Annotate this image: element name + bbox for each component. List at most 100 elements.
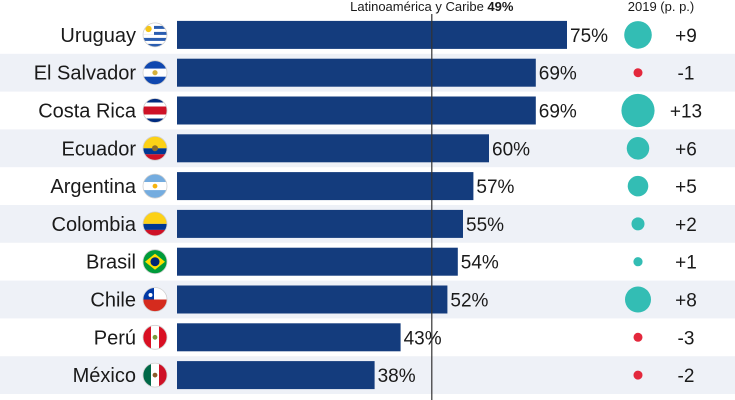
flag-part-emblem (152, 145, 158, 152)
flag-part-stripe (143, 43, 167, 47)
change-label: +9 (675, 26, 697, 47)
change-bubble (633, 370, 643, 380)
flag-part-right (159, 325, 167, 350)
chart-row: Uruguay 75% +9 (60, 20, 697, 49)
flag-part-right (159, 363, 167, 388)
flag-part-stripe (143, 25, 167, 29)
flag-outline (142, 135, 168, 161)
bar (177, 247, 458, 276)
reference-label: Latinoamérica y Caribe 49% (350, 0, 514, 14)
change-label: -1 (678, 64, 695, 85)
value-label: 38% (378, 366, 416, 387)
category-label: Argentina (50, 176, 136, 198)
bar (177, 58, 536, 87)
reference-group: Latinoamérica y Caribe 49% (350, 0, 514, 14)
flag-part-sun (152, 183, 158, 189)
change-label: +1 (675, 253, 697, 274)
flag-part-stripe (143, 31, 167, 35)
bar (177, 209, 463, 238)
chart-row: Perú 43% -3 (94, 323, 695, 352)
reference-label-value: 49% (487, 0, 513, 14)
rows: Uruguay 75% +9 El Salvador 69% -1 Costa Rica 69… (34, 20, 702, 390)
bar (177, 20, 567, 49)
category-label: Colombia (52, 214, 137, 236)
flag-outline (142, 362, 168, 388)
change-bubble (633, 257, 643, 267)
value-label: 69% (539, 64, 577, 85)
change-label: +13 (670, 102, 702, 123)
mexico-flag (143, 363, 167, 388)
value-label: 55% (466, 215, 504, 236)
change-bubble (627, 175, 649, 197)
ecuador-flag (143, 136, 167, 161)
chart-row: Colombia 55% +2 (52, 209, 697, 238)
colombia-flag (143, 211, 167, 236)
value-label: 43% (404, 328, 442, 349)
flag-part-canton (143, 287, 154, 300)
bar (177, 172, 474, 201)
flag-outline (142, 287, 168, 312)
flag-part-stripe (143, 37, 167, 41)
flag-part-star (148, 293, 153, 297)
change-bubble (633, 68, 643, 78)
value-label: 75% (570, 26, 608, 47)
chart-row: Ecuador 60% +6 (62, 134, 697, 163)
flag-part-emblem (152, 334, 158, 340)
flag-part-top (143, 174, 167, 183)
argentina-flag (143, 174, 167, 199)
flag-outline (142, 249, 168, 275)
change-label: +8 (675, 291, 697, 312)
category-label: Perú (94, 327, 136, 349)
change-label: +2 (675, 215, 697, 236)
brasil-flag (143, 249, 167, 274)
change-label: -3 (678, 328, 695, 349)
flag-part-yellow (143, 211, 167, 224)
change-label: -2 (678, 366, 695, 387)
category-label: Chile (90, 290, 136, 312)
uruguay-flag (143, 22, 167, 47)
value-label: 54% (461, 253, 499, 274)
change-label: +5 (675, 177, 697, 198)
flag-part-top (143, 60, 167, 69)
change-bubble (624, 21, 652, 49)
costa-rica-flag (143, 98, 167, 123)
chile-flag (143, 287, 167, 312)
change-label: +6 (675, 139, 697, 160)
category-label: Costa Rica (38, 101, 137, 123)
value-label: 60% (492, 139, 530, 160)
chart-row: Brasil 54% +1 (86, 247, 697, 276)
change-bubble (621, 93, 655, 128)
bar (177, 285, 448, 314)
category-label: Uruguay (60, 25, 136, 47)
chart-row: El Salvador 69% -1 (34, 58, 695, 87)
flag-part-sun (145, 25, 152, 33)
reference-label-prefix: Latinoamérica y Caribe (350, 0, 487, 14)
flag-part-red (143, 106, 167, 115)
el-salvador-flag (143, 60, 167, 85)
flag-outline (142, 22, 168, 48)
flag-part-emblem (152, 372, 158, 378)
flag-part-red (143, 229, 167, 236)
flag-part-yellow (143, 136, 167, 149)
change-column-header: 2019 (p. p.) (628, 0, 695, 14)
change-bubble (626, 137, 650, 160)
peru-flag (143, 325, 167, 350)
value-label: 69% (539, 102, 577, 123)
chart-row: Chile 52% +8 (90, 285, 697, 314)
flag-part-emblem (152, 70, 158, 76)
category-label: Brasil (86, 252, 136, 274)
chart-row: Argentina 57% +5 (50, 172, 697, 201)
flag-part-blue (143, 223, 167, 230)
change-bubble (631, 217, 645, 231)
flag-part-left (143, 325, 151, 350)
chart-row: Costa Rica 69% +13 (38, 93, 702, 128)
bar (177, 96, 536, 125)
category-label: México (73, 365, 136, 387)
bar (177, 323, 401, 352)
flag-outline (142, 98, 168, 123)
flag-part-bottom (143, 76, 167, 85)
chart-row: México 38% -2 (73, 361, 695, 390)
flag-outline (142, 173, 168, 199)
category-label: Ecuador (62, 138, 137, 160)
